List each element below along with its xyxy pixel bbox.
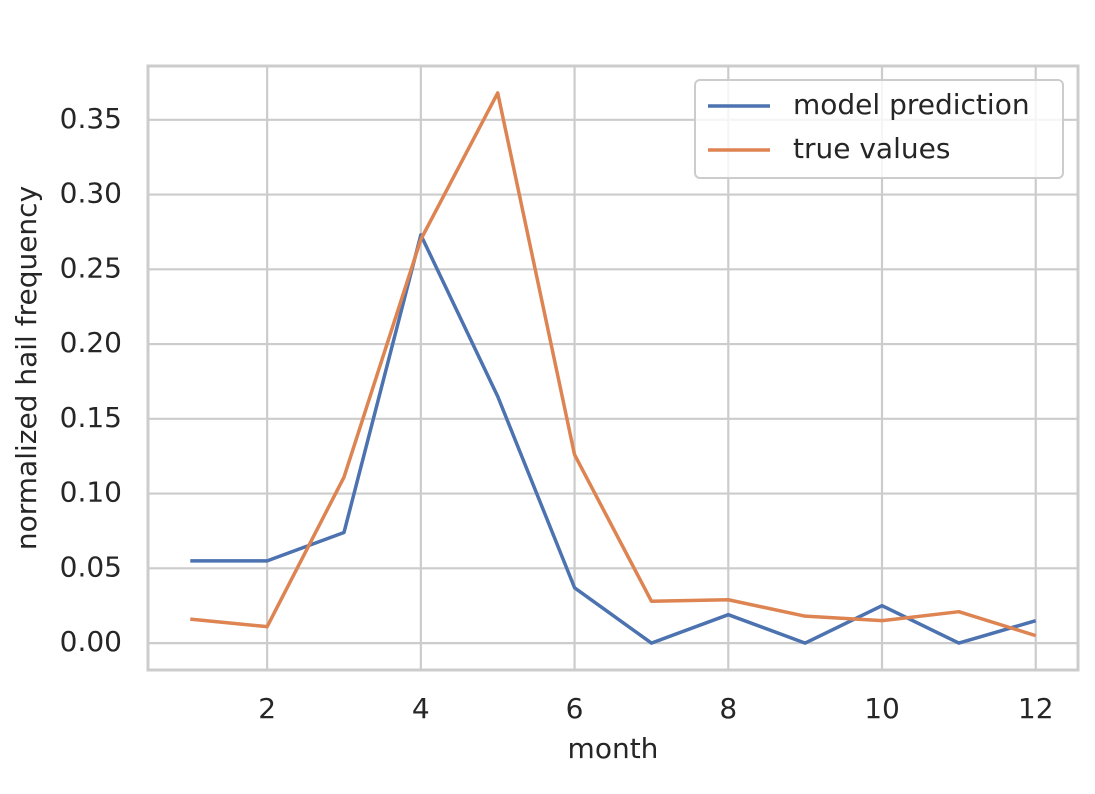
x-axis-label: month	[568, 732, 659, 765]
series-line	[190, 233, 1037, 645]
x-tick-label: 6	[566, 692, 584, 725]
x-tick-label: 12	[1018, 692, 1054, 725]
legend-box	[694, 79, 1064, 179]
y-tick-label: 0.30	[60, 177, 122, 210]
legend-label: model prediction	[793, 88, 1030, 121]
y-tick-label: 0.15	[60, 401, 122, 434]
x-tick-label: 8	[719, 692, 737, 725]
y-tick-label: 0.05	[60, 550, 122, 583]
legend-label: true values	[793, 132, 950, 165]
plot-frame	[146, 64, 1080, 672]
y-axis-label: normalized hail frequency	[10, 186, 43, 550]
series-line	[190, 91, 1037, 638]
y-tick-label: 0.25	[60, 251, 122, 284]
x-tick-label: 2	[258, 692, 276, 725]
y-tick-label: 0.00	[60, 625, 122, 658]
x-tick-label: 10	[864, 692, 900, 725]
y-tick-label: 0.10	[60, 476, 122, 509]
y-tick-label: 0.20	[60, 326, 122, 359]
y-tick-label: 0.35	[60, 102, 122, 135]
x-tick-label: 4	[412, 692, 430, 725]
